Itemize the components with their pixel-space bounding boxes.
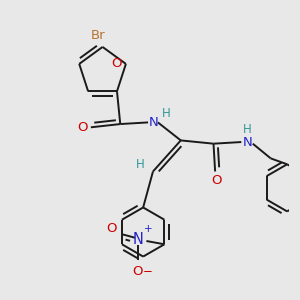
Text: N: N (133, 232, 144, 247)
Text: O: O (132, 265, 143, 278)
Text: O: O (77, 121, 88, 134)
Text: −: − (142, 265, 152, 278)
Text: O: O (112, 57, 122, 70)
Text: H: H (136, 158, 145, 171)
Text: +: + (144, 224, 152, 234)
Text: O: O (106, 222, 117, 235)
Text: H: H (243, 123, 252, 136)
Text: H: H (162, 107, 170, 120)
Text: Br: Br (90, 29, 105, 42)
Text: N: N (149, 116, 159, 129)
Text: N: N (242, 136, 252, 148)
Text: O: O (212, 174, 222, 187)
